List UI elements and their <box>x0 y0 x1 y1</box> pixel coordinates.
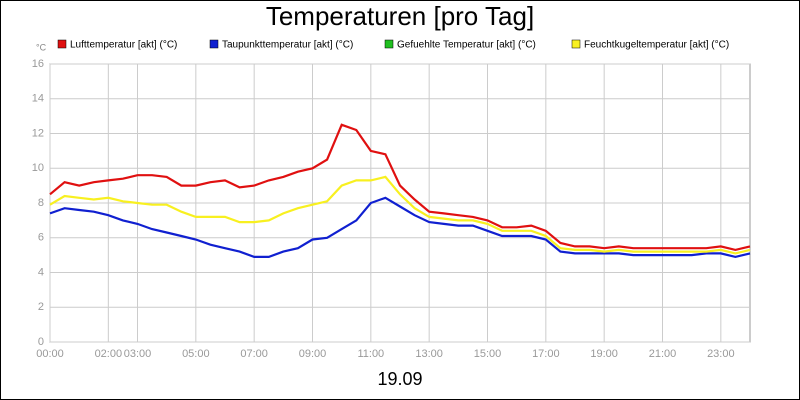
legend-label: Gefuehlte Temperatur [akt] (°C) <box>397 40 536 51</box>
x-tick-label: 15:00 <box>474 348 502 360</box>
y-unit: °C <box>36 42 47 52</box>
y-tick-label: 14 <box>32 93 44 105</box>
legend-swatch <box>57 39 67 49</box>
x-tick-label: 05:00 <box>182 348 210 360</box>
series-line <box>49 196 751 259</box>
x-tick-label: 09:00 <box>299 348 327 360</box>
legend-label: Taupunkttemperatur [akt] (°C) <box>222 40 353 51</box>
x-tick-label: 11:00 <box>357 348 384 360</box>
y-tick-label: 8 <box>38 197 44 209</box>
legend-swatch <box>384 39 394 49</box>
x-tick-label: 00:00 <box>36 348 64 360</box>
y-tick-label: 6 <box>38 232 44 244</box>
legend-swatch <box>209 39 219 49</box>
y-tick-label: 12 <box>32 127 44 139</box>
x-tick-label: 19:00 <box>590 348 618 360</box>
y-tick-label: 10 <box>32 162 44 174</box>
legend-label: Feuchtkugeltemperatur [akt] (°C) <box>584 40 729 51</box>
legend-label: Lufttemperatur [akt] (°C) <box>70 40 177 51</box>
series-line <box>49 175 751 255</box>
y-tick-label: 16 <box>32 58 44 70</box>
x-tick-label: 21:00 <box>649 348 677 360</box>
y-tick-label: 4 <box>38 266 44 278</box>
x-tick-label: 03:00 <box>124 348 152 360</box>
x-tick-label: 17:00 <box>532 348 560 360</box>
x-tick-label: 23:00 <box>707 348 735 360</box>
x-tick-label: 13:00 <box>415 348 443 360</box>
x-axis-label: 19.09 <box>377 369 422 389</box>
y-tick-label: 2 <box>38 301 44 313</box>
x-tick-label: 02:00 <box>95 348 123 360</box>
series-line <box>49 123 751 252</box>
y-tick-label: 0 <box>38 336 44 348</box>
legend-swatch <box>571 39 581 49</box>
x-tick-label: 07:00 <box>240 348 268 360</box>
chart-title: Temperaturen [pro Tag] <box>266 1 534 31</box>
